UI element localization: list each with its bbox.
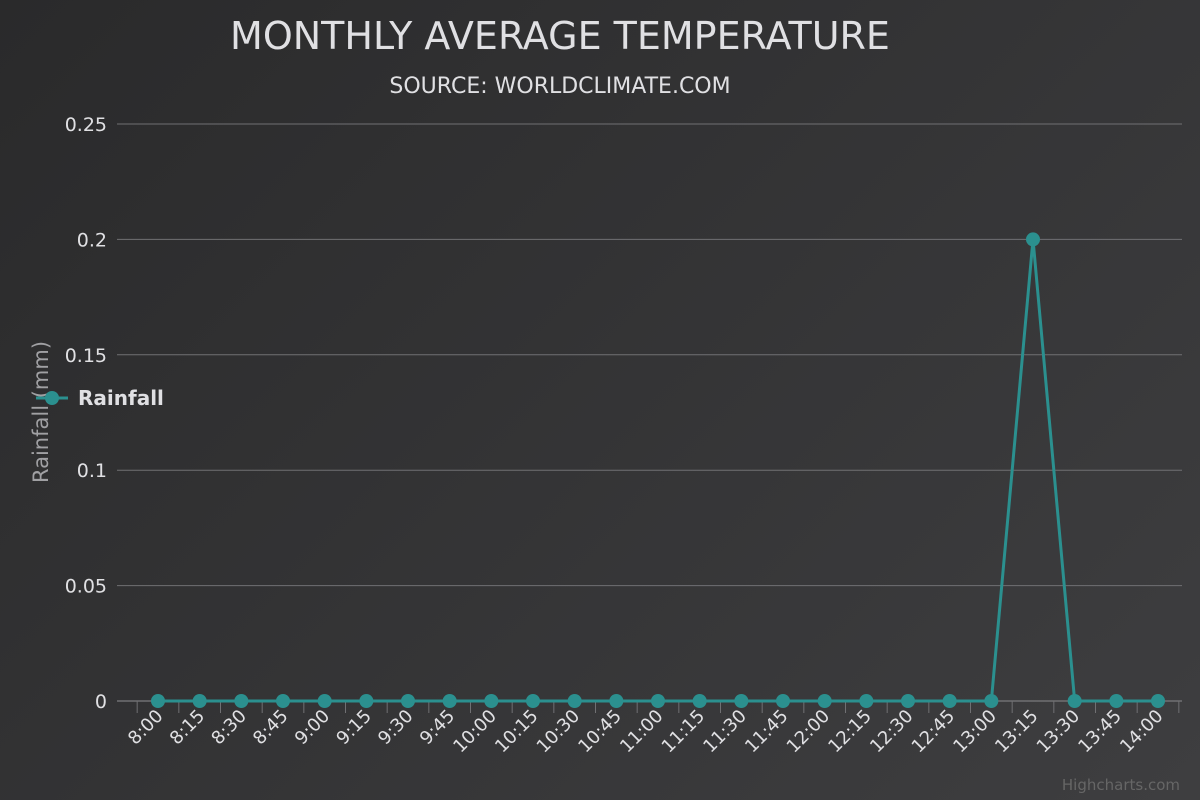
legend-item-rainfall[interactable]: Rainfall	[78, 386, 164, 410]
x-tick-label-23: 13:45	[1074, 706, 1126, 758]
data-point-0	[151, 694, 165, 708]
x-tick-label-3: 8:45	[249, 706, 292, 749]
chart-subtitle: SOURCE: WORLDCLIMATE.COM	[389, 74, 730, 99]
data-point-16	[817, 694, 832, 708]
data-point-5	[359, 694, 374, 708]
x-tick-label-16: 12:00	[783, 706, 835, 758]
y-tick-label-1: 0.05	[65, 576, 107, 598]
data-point-23	[1109, 694, 1124, 708]
data-point-7	[442, 694, 457, 708]
series-group	[151, 232, 1165, 708]
data-point-20	[984, 694, 999, 708]
x-axis-ticks: 8:008:158:308:459:009:159:309:4510:0010:…	[124, 701, 1180, 758]
y-tick-label-4: 0.2	[77, 229, 107, 251]
x-tick-label-15: 11:45	[741, 706, 793, 758]
data-point-9	[526, 694, 540, 708]
x-tick-label-19: 12:45	[908, 706, 960, 758]
x-tick-label-5: 9:15	[332, 706, 375, 749]
y-axis-ticks: 0 0.05 0.1 0.15 0.2 0.25	[65, 114, 107, 713]
x-tick-label-14: 11:30	[699, 706, 751, 758]
x-tick-label-21: 13:15	[991, 706, 1043, 758]
x-tick-label-13: 11:15	[658, 706, 710, 758]
y-tick-label-0: 0	[95, 691, 107, 713]
legend[interactable]: Rainfall	[36, 386, 164, 410]
data-point-6	[401, 694, 415, 708]
data-point-17	[859, 694, 874, 708]
x-tick-label-10: 10:30	[533, 706, 585, 758]
data-point-15	[776, 694, 790, 708]
data-point-11	[609, 694, 624, 708]
x-tick-label-8: 10:00	[449, 706, 501, 758]
data-point-12	[651, 694, 665, 708]
data-point-2	[234, 694, 249, 708]
y-tick-label-5: 0.25	[65, 114, 107, 136]
x-tick-label-1: 8:15	[166, 706, 209, 749]
y-axis-title: Rainfall (mm)	[29, 341, 53, 483]
credits-link[interactable]: Highcharts.com	[1062, 776, 1180, 794]
y-tick-label-2: 0.1	[77, 460, 107, 482]
x-tick-label-0: 8:00	[124, 706, 167, 749]
x-tick-label-9: 10:15	[491, 706, 543, 758]
legend-symbol-marker	[45, 391, 59, 405]
x-tick-label-11: 10:45	[574, 706, 626, 758]
x-tick-label-17: 12:15	[824, 706, 876, 758]
x-tick-label-20: 13:00	[949, 706, 1001, 758]
chart-title: MONTHLY AVERAGE TEMPERATURE	[230, 14, 890, 58]
x-tick-label-18: 12:30	[866, 706, 918, 758]
data-point-14	[734, 694, 749, 708]
data-point-4	[317, 694, 332, 708]
data-point-19	[942, 694, 957, 708]
x-tick-label-22: 13:30	[1033, 706, 1085, 758]
data-point-8	[484, 694, 499, 708]
x-tick-label-6: 9:30	[374, 706, 417, 749]
x-tick-label-4: 9:00	[291, 706, 334, 749]
x-tick-label-2: 8:30	[207, 706, 250, 749]
y-tick-label-3: 0.15	[65, 345, 107, 367]
data-point-18	[901, 694, 915, 708]
data-point-24	[1151, 694, 1165, 708]
x-tick-label-24: 14:00	[1116, 706, 1168, 758]
data-point-10	[567, 694, 582, 708]
data-point-22	[1067, 694, 1082, 708]
data-point-3	[276, 694, 290, 708]
x-tick-label-12: 11:00	[616, 706, 668, 758]
gridlines	[117, 123, 1182, 587]
data-point-13	[692, 694, 707, 708]
data-point-1	[192, 694, 207, 708]
data-point-21	[1026, 232, 1040, 247]
